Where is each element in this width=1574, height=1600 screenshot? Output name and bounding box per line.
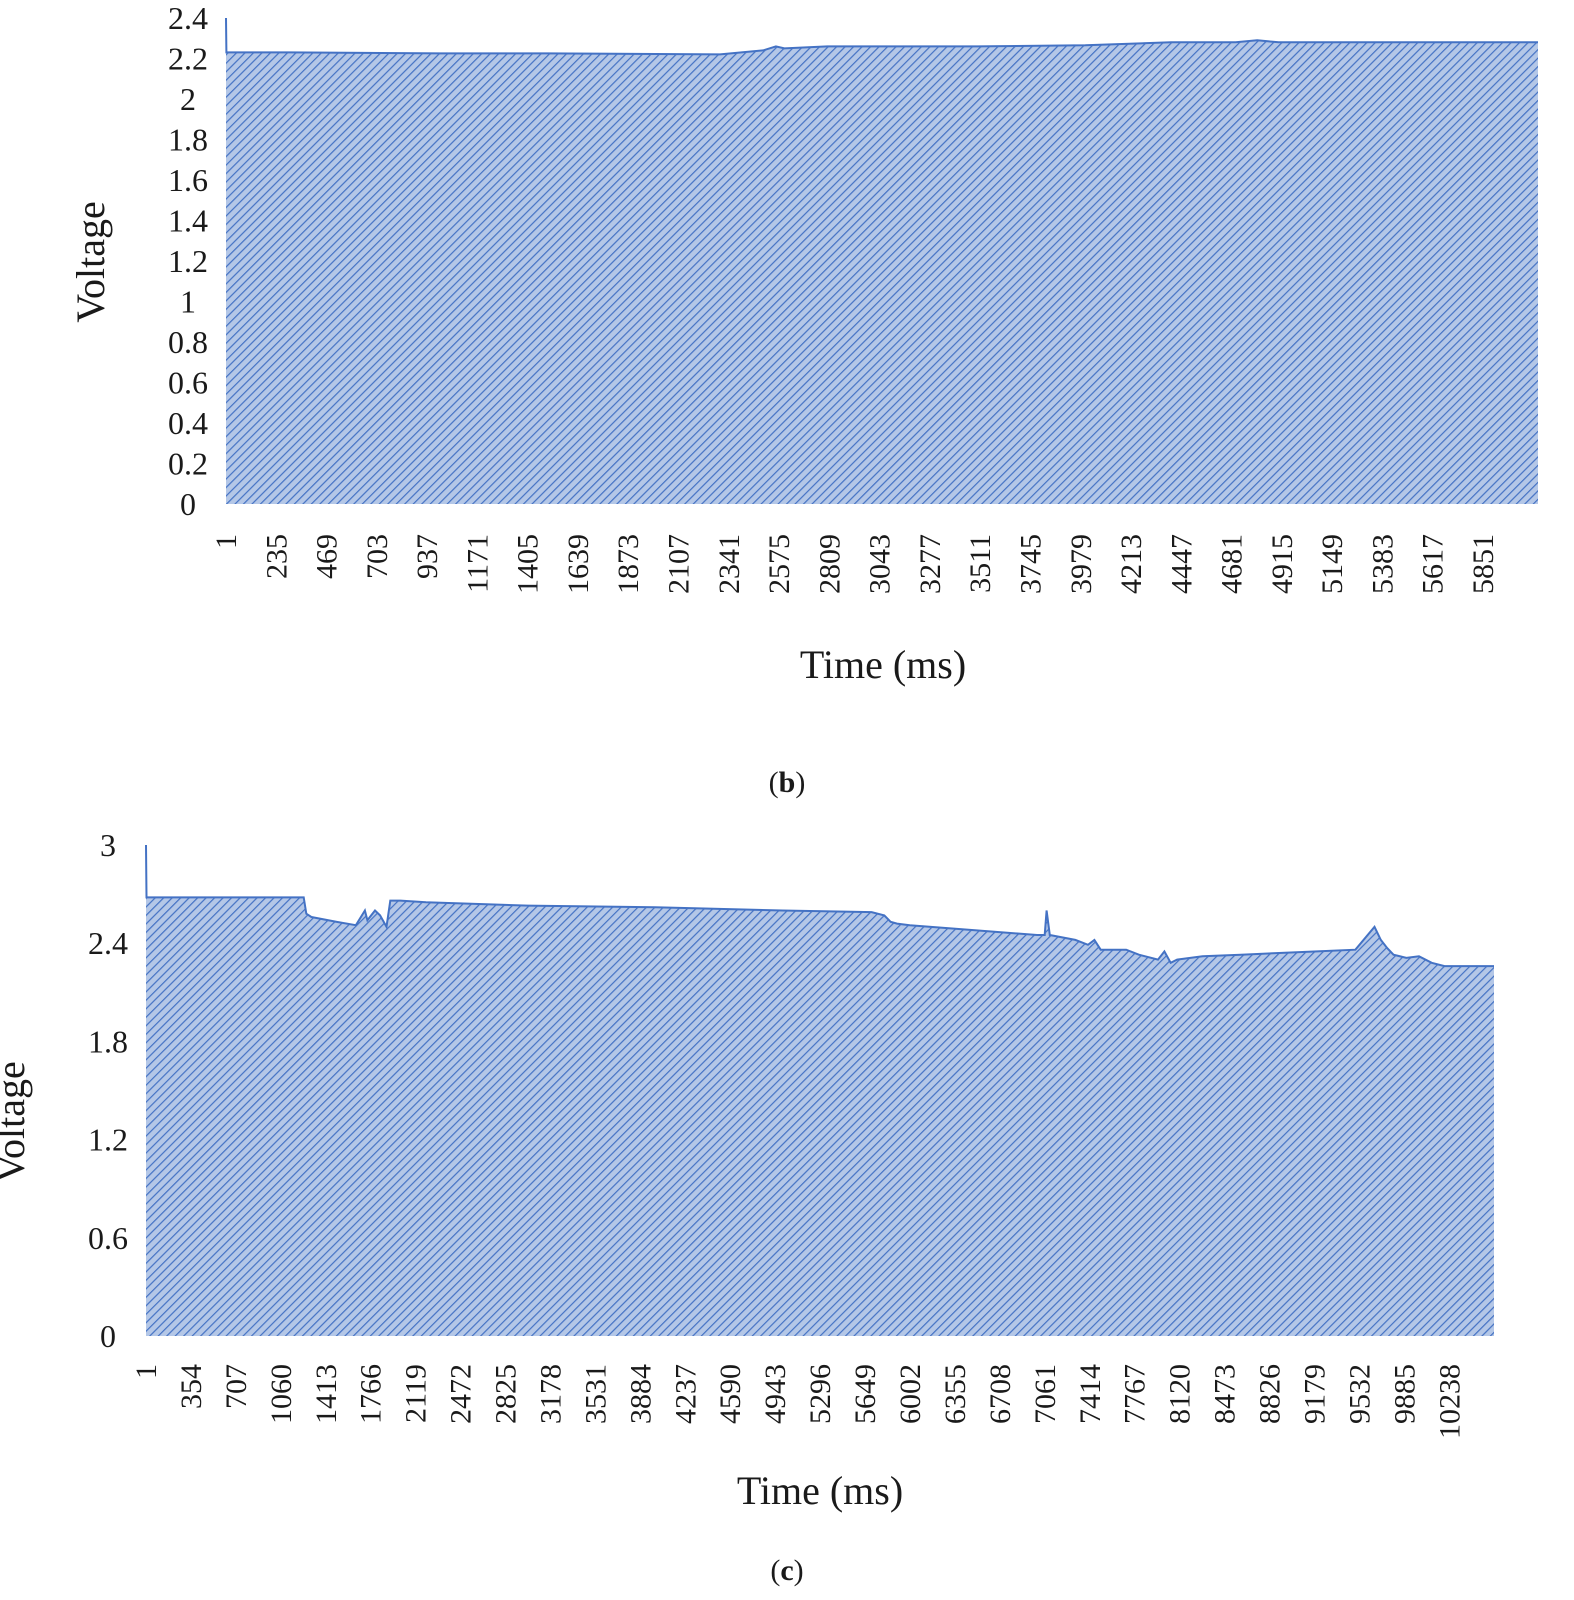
x-tick-label: 2825	[490, 1364, 523, 1424]
x-tick-label: 3531	[579, 1364, 612, 1424]
x-tick-label: 1639	[562, 534, 595, 594]
y-tick-label: 2.2	[168, 41, 208, 77]
y-tick-label: 0.2	[168, 446, 208, 482]
x-tick-label: 9885	[1388, 1364, 1421, 1424]
x-tick-label: 3745	[1015, 534, 1048, 594]
x-tick-label: 937	[411, 534, 444, 579]
x-tick-label: 1766	[355, 1364, 388, 1424]
x-tick-label: 6355	[939, 1364, 972, 1424]
x-tick-label: 5617	[1417, 534, 1450, 594]
x-tick-label: 10238	[1433, 1364, 1466, 1439]
x-tick-label: 5383	[1366, 534, 1399, 594]
x-tick-label: 9179	[1299, 1364, 1332, 1424]
x-tick-label: 6708	[984, 1364, 1017, 1424]
y-tick-label: 1.2	[168, 243, 208, 279]
chart-b: 0 0.2 0.4 0.6 0.8 1 1.2 1.4 1.6 1.8 2 2.2 2.4 1 235 469…	[68, 0, 1538, 687]
x-tick-label: 3884	[624, 1364, 657, 1424]
x-tick-label: 4915	[1266, 534, 1299, 594]
x-tick-label: 5649	[849, 1364, 882, 1424]
caption-b-close: )	[795, 766, 806, 799]
x-tick-label: 2107	[663, 534, 696, 594]
y-tick-label: 1.8	[88, 1023, 128, 1059]
x-tick-label: 707	[220, 1364, 253, 1409]
x-tick-label: 3178	[535, 1364, 568, 1424]
caption-c-open: (	[770, 1554, 781, 1587]
area-fill	[226, 18, 1538, 504]
y-tick-label: 0.4	[168, 405, 208, 441]
x-tick-label: 1	[210, 534, 243, 549]
x-tick-label: 3511	[964, 534, 997, 593]
y-tick-label: 1.4	[168, 203, 208, 239]
x-tick-label: 6002	[894, 1364, 927, 1424]
x-tick-label: 8120	[1164, 1364, 1197, 1424]
y-tick-label: 1.8	[168, 122, 208, 158]
x-tick-label: 3979	[1065, 534, 1098, 594]
y-tick-label: 2.4	[168, 0, 208, 36]
x-tick-label: 9532	[1343, 1364, 1376, 1424]
x-tick-label: 4237	[669, 1364, 702, 1424]
x-tick-label: 469	[311, 534, 344, 579]
caption-b-letter: b	[778, 766, 796, 799]
chart-c: 0 0.6 1.2 1.8 2.4 3 1 354 707 1060 1413 1766 2119 247…	[0, 827, 1494, 1513]
x-tick-label: 2809	[813, 534, 846, 594]
x-tick-label: 4590	[714, 1364, 747, 1424]
area-fill	[146, 845, 1494, 1336]
x-tick-label: 1413	[310, 1364, 343, 1424]
y-tick-label: 1.2	[88, 1122, 128, 1158]
caption-b-open: (	[768, 766, 779, 799]
series-line	[225, 17, 1538, 56]
x-axis-title: Time (ms)	[800, 642, 966, 687]
x-axis-title: Time (ms)	[737, 1468, 903, 1513]
series-line	[145, 844, 1494, 968]
y-tick-label: 0.6	[168, 365, 208, 401]
y-tick-label: 2.4	[88, 925, 128, 961]
x-tick-label: 1405	[512, 534, 545, 594]
y-tick-label: 0	[100, 1318, 116, 1354]
y-tick-label: 1.6	[168, 162, 208, 198]
y-axis-title: Voltage	[0, 1061, 33, 1182]
x-tick-label: 4943	[759, 1364, 792, 1424]
y-tick-label: 1	[180, 284, 196, 320]
y-tick-label: 2	[180, 81, 196, 117]
x-tick-label: 703	[361, 534, 394, 579]
x-tick-label: 7767	[1119, 1364, 1152, 1424]
x-tick-label: 2119	[400, 1364, 433, 1423]
y-tick-label: 0	[180, 486, 196, 522]
y-tick-label: 0.8	[168, 324, 208, 360]
x-tick-label: 8826	[1254, 1364, 1287, 1424]
x-tick-label: 1060	[265, 1364, 298, 1424]
x-tick-label: 7061	[1029, 1364, 1062, 1424]
x-tick-label: 3277	[914, 534, 947, 594]
x-tick-label: 2472	[445, 1364, 478, 1424]
y-tick-label: 0.6	[88, 1220, 128, 1256]
x-tick-label: 235	[260, 534, 293, 579]
x-tick-label: 354	[175, 1364, 208, 1409]
y-tick-label: 3	[100, 827, 116, 863]
x-tick-label: 8473	[1209, 1364, 1242, 1424]
x-tick-label: 4681	[1216, 534, 1249, 594]
y-axis-title: Voltage	[68, 201, 113, 322]
caption-c: (c)	[0, 1554, 1574, 1588]
x-tick-label: 5851	[1467, 534, 1500, 594]
x-tick-label: 7414	[1074, 1364, 1107, 1424]
x-tick-label: 5296	[804, 1364, 837, 1424]
x-tick-label: 1	[130, 1364, 163, 1379]
x-tick-label: 2575	[763, 534, 796, 594]
x-tick-label: 5149	[1316, 534, 1349, 594]
x-tick-label: 2341	[713, 534, 746, 594]
caption-c-close: )	[793, 1554, 804, 1587]
x-tick-label: 1171	[461, 534, 494, 593]
caption-c-letter: c	[780, 1554, 794, 1587]
x-tick-label: 4447	[1165, 534, 1198, 594]
x-tick-label: 1873	[612, 534, 645, 594]
caption-b: (b)	[0, 766, 1574, 800]
x-tick-label: 3043	[864, 534, 897, 594]
x-tick-label: 4213	[1115, 534, 1148, 594]
